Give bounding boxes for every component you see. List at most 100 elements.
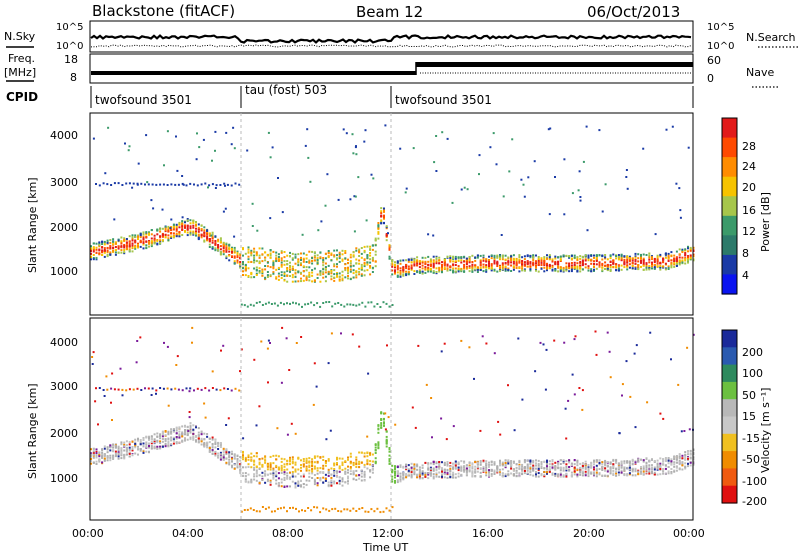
echo-cell (438, 466, 441, 469)
echo-cell (134, 236, 137, 239)
echo-cell (606, 461, 609, 463)
echo-cell (341, 270, 344, 273)
echo-cell (90, 255, 92, 258)
echo-cell (267, 339, 270, 342)
echo-cell (352, 462, 355, 465)
echo-cell (604, 254, 607, 256)
echo-cell (371, 258, 374, 261)
echo-cell (253, 247, 256, 250)
echo-cell (454, 267, 457, 270)
echo-cell (322, 476, 325, 479)
echo-cell (465, 263, 468, 265)
echo-cell (537, 256, 540, 258)
echo-cell (568, 265, 571, 267)
echo-cell (170, 388, 173, 391)
echo-cell (178, 430, 181, 433)
nsky-right-tick-top: 10^5 (707, 22, 734, 33)
echo-cell (438, 467, 441, 470)
echo-cell (670, 251, 673, 254)
echo-cell (640, 467, 642, 470)
echo-cell (258, 254, 261, 257)
echo-cell (441, 265, 443, 268)
echo-cell (98, 245, 101, 248)
echo-cell (529, 467, 532, 470)
echo-cell (518, 475, 521, 478)
echo-cell (667, 268, 670, 270)
echo-cell (521, 267, 524, 270)
echo-cell (460, 188, 463, 191)
echo-cell (231, 250, 233, 253)
echo-cell (211, 247, 214, 250)
echo-cell (103, 247, 106, 250)
echo-cell (620, 469, 623, 472)
echo-cell (482, 270, 485, 272)
echo-cell (518, 260, 521, 263)
echo-cell (264, 302, 267, 305)
echo-cell (131, 237, 134, 240)
echo-cell (606, 465, 609, 468)
echo-cell (441, 469, 443, 472)
echo-cell (297, 270, 300, 273)
echo-cell (230, 184, 233, 187)
echo-cell (593, 262, 595, 265)
echo-cell (159, 236, 162, 239)
echo-cell (678, 453, 681, 456)
echo-cell (344, 250, 347, 252)
echo-cell (169, 227, 172, 230)
echo-cell (380, 426, 383, 429)
echo-cell (488, 461, 490, 464)
echo-cell (256, 229, 259, 232)
echo-cell (684, 248, 687, 251)
echo-cell (317, 229, 320, 232)
echo-cell (664, 262, 667, 265)
echo-cell (148, 446, 150, 449)
echo-cell (579, 473, 582, 476)
echo-cell (515, 262, 518, 265)
echo-cell (452, 263, 455, 266)
echo-cell (134, 452, 137, 455)
echo-cell (95, 251, 98, 254)
echo-cell (435, 267, 438, 270)
echo-cell (327, 362, 330, 365)
colorbar-segment (722, 416, 737, 435)
echo-cell (189, 429, 192, 432)
echo-cell (543, 270, 546, 273)
echo-cell (504, 254, 507, 257)
echo-cell (579, 199, 582, 202)
echo-cell (128, 182, 131, 185)
echo-cell (533, 160, 536, 163)
echo-cell (224, 184, 226, 187)
echo-cell (161, 430, 164, 433)
echo-cell (102, 182, 105, 185)
echo-cell (612, 459, 615, 462)
echo-cell (222, 247, 225, 249)
echo-cell (106, 451, 109, 454)
echo-cell (124, 142, 126, 145)
echo-cell (687, 250, 689, 253)
echo-cell (142, 445, 145, 448)
echo-cell (465, 260, 468, 263)
echo-cell (504, 473, 507, 476)
echo-cell (413, 463, 416, 466)
echo-cell (283, 279, 286, 282)
echo-cell (120, 245, 123, 248)
echo-cell (333, 480, 336, 483)
echo-cell (195, 426, 197, 429)
echo-cell (363, 249, 366, 252)
echo-cell (267, 381, 269, 384)
echo-cell (347, 465, 349, 468)
echo-cell (640, 257, 642, 259)
echo-cell (155, 183, 158, 186)
echo-cell (416, 262, 419, 265)
echo-cell (225, 451, 228, 454)
echo-cell (421, 271, 424, 273)
echo-cell (612, 463, 615, 466)
echo-cell (225, 452, 228, 455)
echo-cell (496, 270, 499, 273)
echo-cell (197, 223, 200, 226)
echo-cell (446, 463, 449, 466)
echo-cell (316, 455, 319, 458)
echo-cell (681, 457, 684, 460)
echo-cell (625, 360, 628, 363)
echo-cell (112, 454, 115, 457)
